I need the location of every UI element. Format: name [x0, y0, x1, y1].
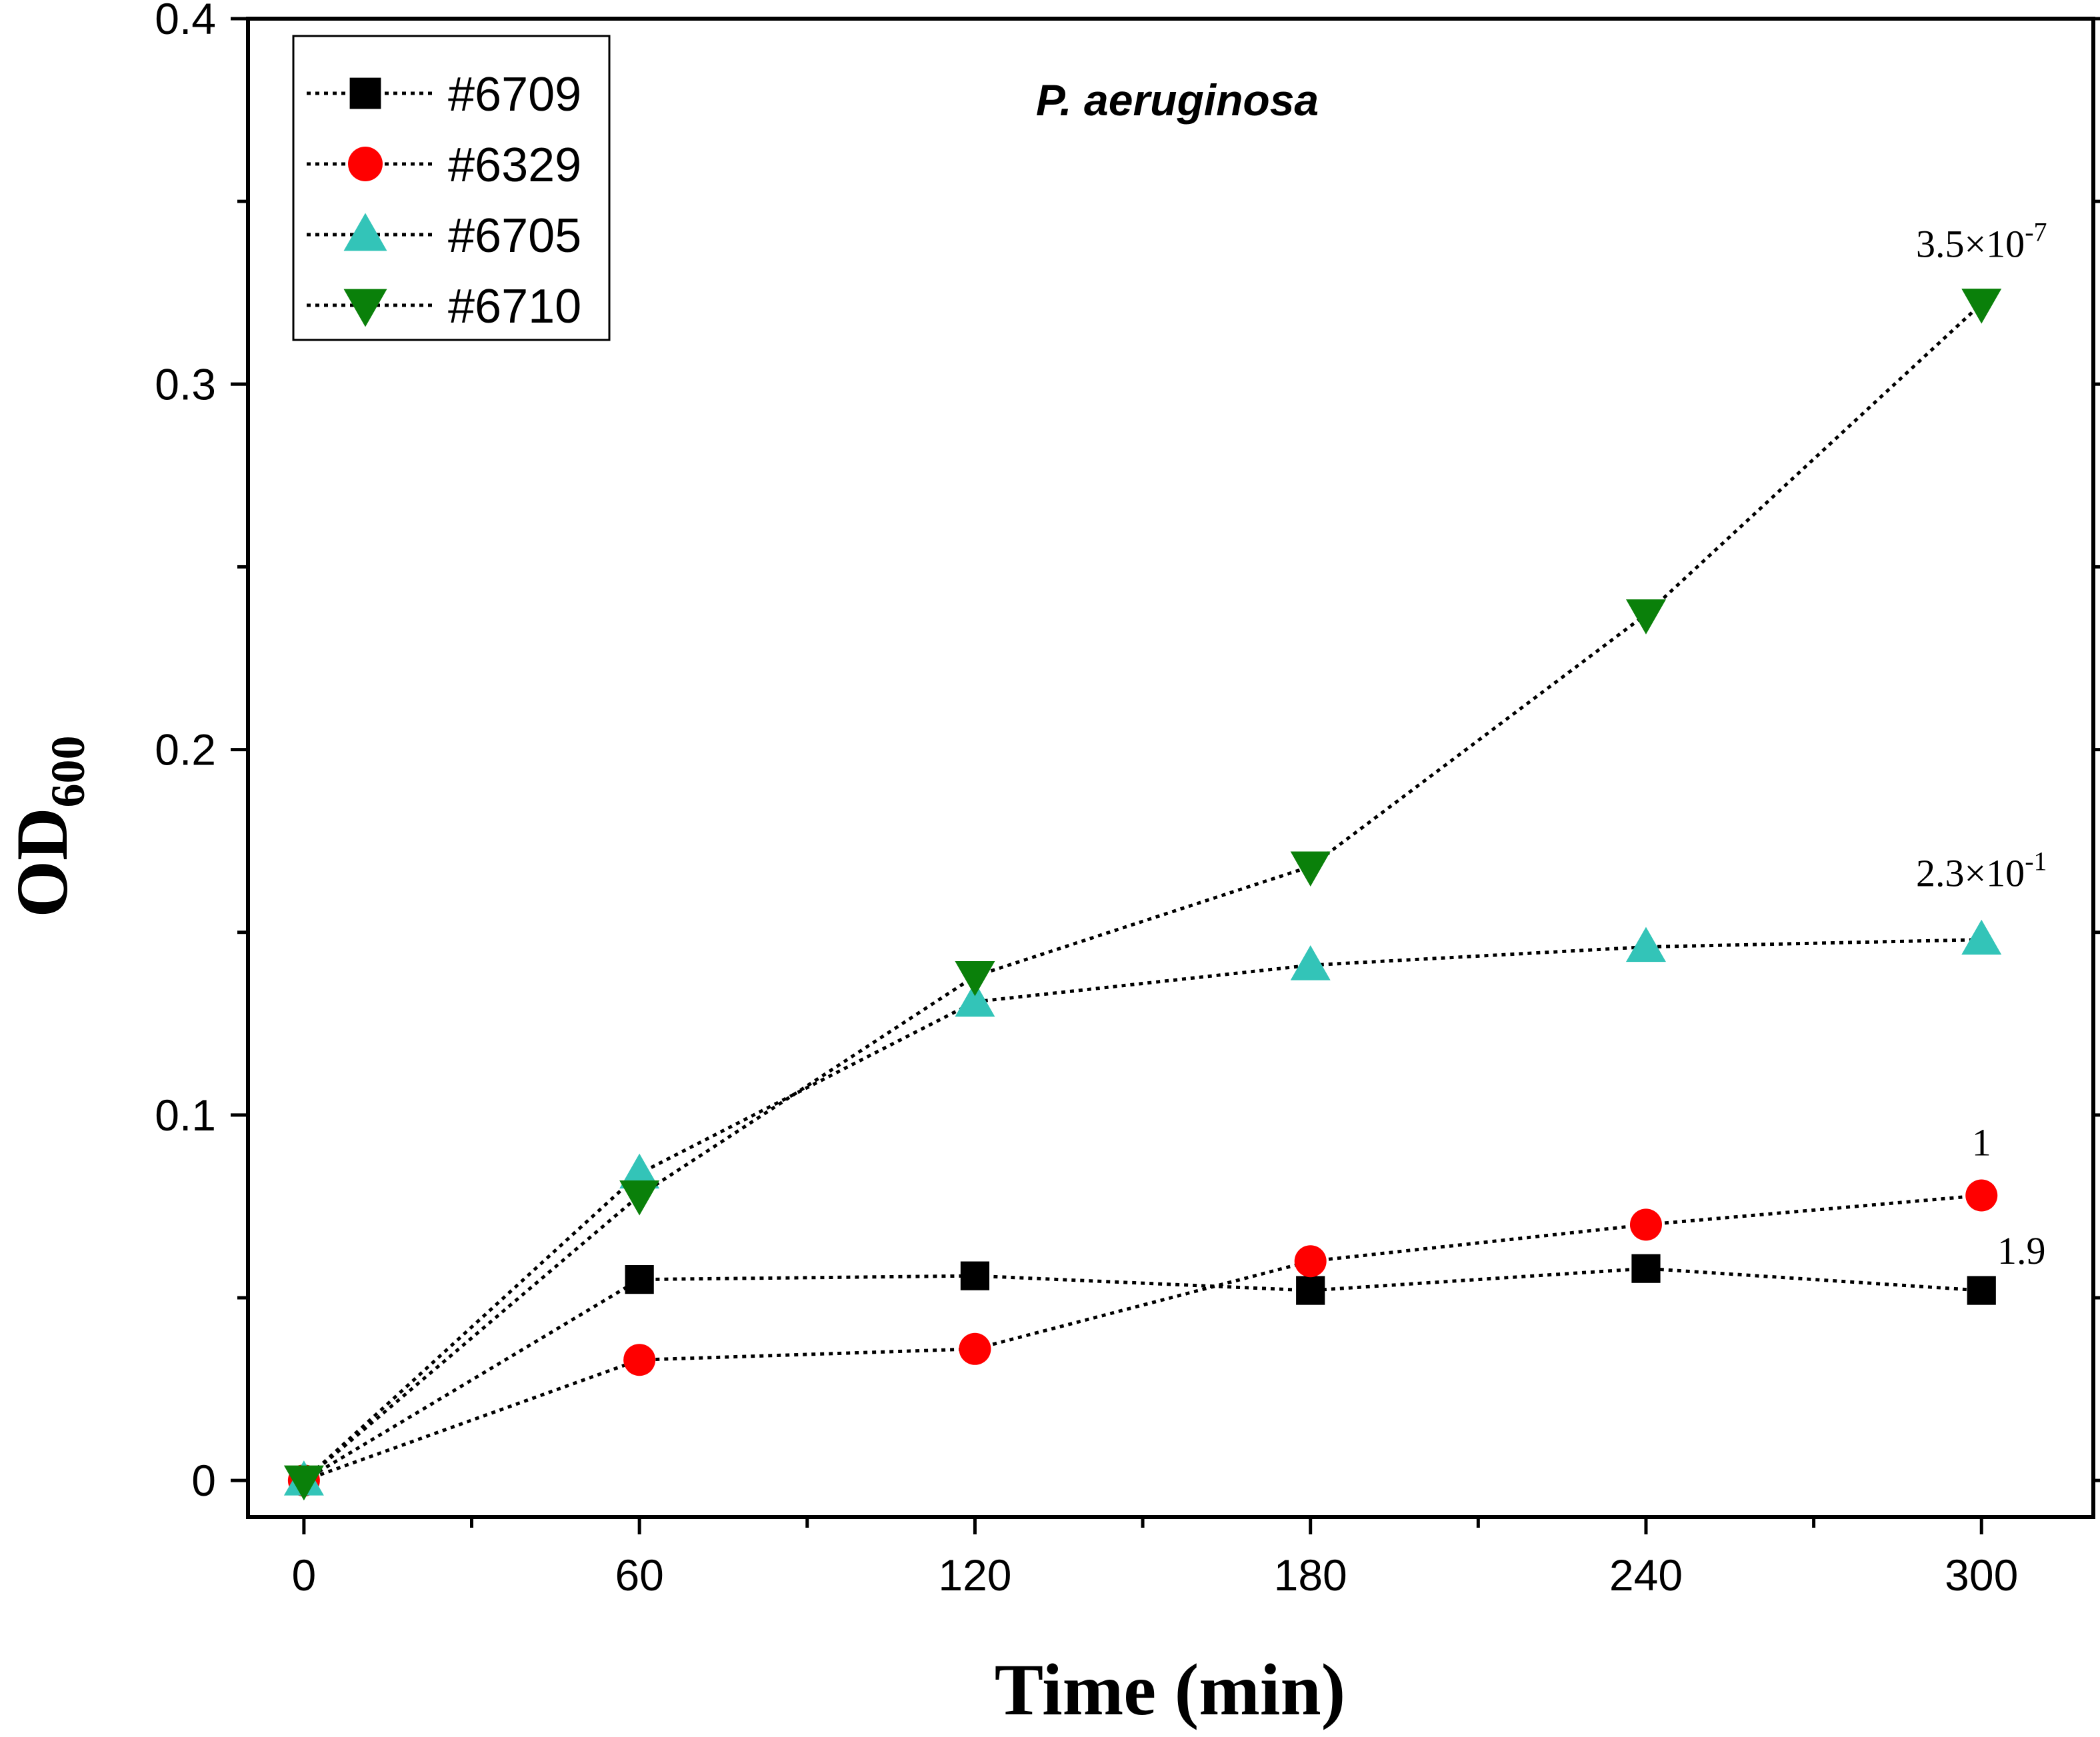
data-point-6705 — [1290, 945, 1331, 980]
data-point-6709 — [1631, 1254, 1661, 1283]
x-tick-label: 240 — [1609, 1550, 1683, 1600]
data-point-6329 — [1294, 1245, 1327, 1278]
x-tick-label: 120 — [938, 1550, 1011, 1600]
data-point-6710 — [1290, 851, 1331, 887]
data-point-6705 — [619, 1153, 660, 1189]
legend-marker-6709 — [349, 77, 381, 109]
data-point-6705 — [1961, 919, 2002, 955]
series-layer: 3.5×10-7 2.3×10-1 1 1.9 — [283, 217, 2047, 1501]
annotation-6710: 3.5×10-7 — [1916, 217, 2047, 266]
legend-label-6329: #6329 — [448, 139, 581, 192]
y-tick-label: 0.3 — [155, 359, 216, 409]
data-point-6710 — [1625, 599, 1666, 635]
plot-frame — [246, 17, 2095, 1519]
legend-marker-6710 — [343, 289, 387, 327]
data-point-6710 — [619, 1180, 660, 1216]
legend-label-6705: #6705 — [448, 209, 581, 263]
legend-marker-6329 — [348, 147, 383, 181]
x-tick-label: 60 — [615, 1550, 663, 1600]
y-tick-label: 0.1 — [155, 1090, 216, 1140]
series-line-6705 — [303, 938, 1982, 1482]
legend-marker-6705 — [343, 213, 387, 251]
x-tick-label: 300 — [1945, 1550, 2018, 1600]
data-point-6705 — [1625, 926, 1666, 962]
data-point-6709 — [625, 1265, 654, 1294]
legend-label-6709: #6709 — [448, 68, 581, 121]
data-point-6329 — [1965, 1179, 1998, 1212]
legend-item-6709: #6709 — [307, 68, 581, 121]
series-6710 — [283, 289, 2002, 1501]
annotation-6705: 2.3×10-1 — [1916, 847, 2047, 895]
y-tick-label: 0.4 — [155, 0, 216, 43]
svg-text:OD600: OD600 — [1, 736, 95, 918]
series-line-6329 — [303, 1194, 1982, 1482]
data-point-6710 — [955, 961, 995, 996]
data-point-6329 — [1629, 1208, 1662, 1241]
data-point-6709 — [1967, 1276, 1996, 1305]
legend-label-6710: #6710 — [448, 280, 581, 333]
data-point-6710 — [283, 1465, 324, 1501]
data-point-6710 — [1961, 289, 2002, 324]
y-axis-title-subscript: 600 — [41, 736, 95, 808]
y-tick-label: 0 — [191, 1456, 216, 1505]
chart-title: P. aeruginosa — [1036, 75, 1319, 125]
x-tick-label: 0 — [292, 1550, 317, 1600]
legend-item-6329: #6329 — [307, 139, 581, 192]
annotation-6329: 1 — [1972, 1121, 1991, 1164]
y-axis-title-main: OD — [1, 808, 83, 918]
data-point-6329 — [623, 1344, 656, 1376]
legend-item-6705: #6705 — [307, 209, 581, 263]
data-point-6709 — [1296, 1276, 1325, 1305]
series-line-6709 — [303, 1266, 1982, 1482]
annotation-6709: 1.9 — [1997, 1229, 2046, 1272]
y-axis-title: OD600 — [1, 736, 95, 918]
data-point-6705 — [955, 981, 995, 1017]
series-line-6710 — [303, 302, 1983, 1482]
plot-area: 0 60 120 180 240 300 0 0.1 0.2 0.3 0.4 — [155, 0, 2100, 1600]
y-tick-label: 0.2 — [155, 725, 216, 775]
x-axis-title: Time (min) — [995, 1649, 1346, 1730]
series-6709 — [289, 1254, 1996, 1495]
x-tick-label: 180 — [1274, 1550, 1347, 1600]
data-point-6709 — [960, 1261, 990, 1290]
data-point-6329 — [959, 1332, 991, 1365]
legend: #6709 #6329 #6705 #6710 — [292, 35, 611, 341]
legend-item-6710: #6710 — [307, 280, 581, 333]
series-6705 — [283, 919, 2002, 1496]
